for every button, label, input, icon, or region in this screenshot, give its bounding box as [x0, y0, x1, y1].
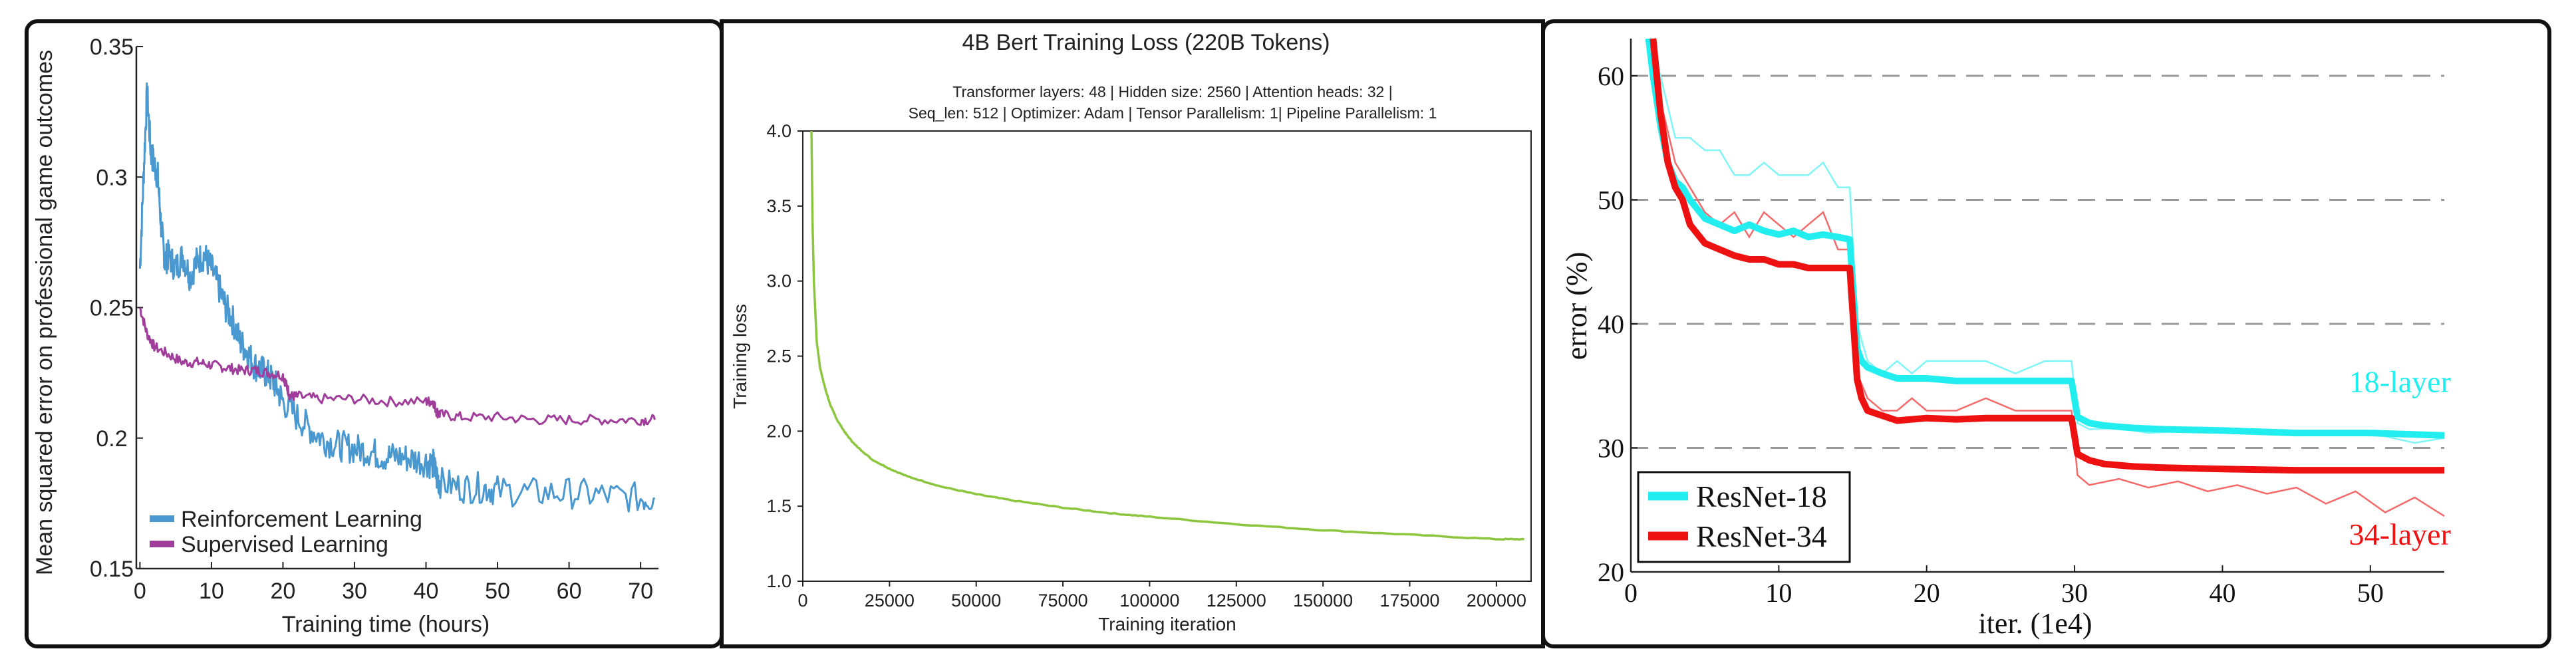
x-tick-label: 125000: [1207, 591, 1266, 610]
x-tick-label: 30: [2061, 578, 2088, 608]
y-tick-label: 50: [1598, 185, 1624, 215]
x-tick-label: 50000: [951, 591, 1001, 610]
x-tick-label: 75000: [1038, 591, 1088, 610]
chart-title: 4B Bert Training Loss (220B Tokens): [962, 30, 1330, 55]
y-tick-label: 0.15: [90, 557, 134, 582]
y-tick-label: 4.0: [766, 121, 791, 141]
chart-subtitle-line-2: Seq_len: 512 | Optimizer: Adam | Tensor …: [909, 104, 1437, 122]
x-tick-label: 25000: [865, 591, 915, 610]
chart-bert-loss: 4B Bert Training Loss (220B Tokens) Tran…: [730, 30, 1532, 634]
y-tick-label: 1.5: [766, 496, 791, 516]
x-tick-label: 50: [485, 579, 510, 604]
annotation-layer: 18-layer 34-layer: [2349, 365, 2451, 551]
series-line-resnet18: [1645, 38, 2445, 439]
x-axis-label: iter. (1e4): [1978, 607, 2092, 640]
y-axis-label: Mean squared error on professional game …: [32, 50, 57, 575]
annotation-34-layer: 34-layer: [2349, 517, 2451, 551]
y-tick-label: 20: [1598, 557, 1624, 587]
x-tick-label: 20: [1914, 578, 1940, 608]
x-tick-label: 200000: [1467, 591, 1526, 610]
y-tick-label: 1.0: [766, 571, 791, 591]
thin-series-line-resnet34: [1652, 38, 2445, 517]
grid-layer: [1631, 74, 2444, 449]
y-tick-label: 3.5: [766, 196, 791, 216]
legend: ResNet-18 ResNet-34: [1637, 471, 1851, 563]
x-tick-label: 10: [199, 579, 224, 604]
x-tick-label: 20: [271, 579, 296, 604]
x-tick-label: 30: [342, 579, 367, 604]
x-tick-label: 40: [2209, 578, 2235, 608]
tick-layer: 0 10 20 30 40 50 60 70 0.15 0.2 0.25 0.3 0.35: [90, 35, 653, 604]
panel-frame-right: [1541, 19, 2551, 648]
x-tick-label: 150000: [1293, 591, 1353, 610]
chart-subtitle-line-1: Transformer layers: 48 | Hidden size: 25…: [952, 83, 1392, 100]
y-tick-label: 0.35: [90, 35, 134, 60]
x-tick-label: 0: [134, 579, 146, 604]
series-layer: [1645, 38, 2445, 517]
legend-label-resnet34: ResNet-34: [1696, 519, 1827, 553]
series-layer: [810, 130, 1524, 541]
x-tick-label: 60: [557, 579, 582, 604]
y-axis-label: Training loss: [730, 304, 750, 409]
y-tick-label: 60: [1598, 61, 1624, 91]
y-tick-label: 2.0: [766, 421, 791, 441]
x-tick-label: 10: [1765, 578, 1792, 608]
series-line-sl: [139, 307, 656, 426]
y-tick-label: 2.5: [766, 346, 791, 366]
series-line-rl: [138, 82, 656, 513]
chart-resnet-error: 0 10 20 30 40 50 20 30 40 50 60 iter. (1e4) error …: [1560, 38, 2451, 640]
series-line-resnet34: [1649, 38, 2444, 474]
y-tick-label: 0.2: [96, 426, 127, 452]
legend-box: [1637, 471, 1851, 563]
series-layer: [138, 82, 656, 513]
series-line-loss: [810, 130, 1524, 541]
x-tick-label: 0: [1624, 578, 1638, 608]
x-tick-label: 175000: [1379, 591, 1439, 610]
legend-label-resnet18: ResNet-18: [1696, 479, 1827, 513]
x-tick-label: 50: [2357, 578, 2384, 608]
tick-layer: 0 10 20 30 40 50 20 30 40 50 60: [1598, 61, 2384, 608]
chart-rl-vs-sl: 0 10 20 30 40 50 60 70 0.15 0.2 0.25 0.3 0.35 Traini…: [32, 35, 658, 637]
y-tick-label: 3.0: [766, 271, 791, 291]
annotation-18-layer: 18-layer: [2349, 365, 2451, 399]
y-tick-label: 40: [1598, 309, 1624, 339]
y-tick-label: 30: [1598, 433, 1624, 463]
y-tick-label: 0.25: [90, 296, 134, 321]
y-tick-label: 0.3: [96, 165, 127, 190]
legend: Reinforcement Learning Supervised Learni…: [150, 507, 422, 557]
x-tick-label: 0: [797, 591, 807, 610]
legend-label-rl: Reinforcement Learning: [181, 507, 422, 532]
legend-label-sl: Supervised Learning: [181, 532, 388, 557]
tick-layer: 0 25000 50000 75000 100000 125000 150000 175000…: [766, 121, 1526, 610]
x-axis-label: Training time (hours): [282, 612, 490, 637]
x-tick-label: 100000: [1119, 591, 1179, 610]
x-tick-label: 40: [414, 579, 439, 604]
plot-area: [802, 130, 1532, 582]
x-tick-label: 70: [628, 579, 653, 604]
y-axis-label: error (%): [1560, 252, 1593, 360]
x-axis-label: Training iteration: [1098, 614, 1236, 634]
